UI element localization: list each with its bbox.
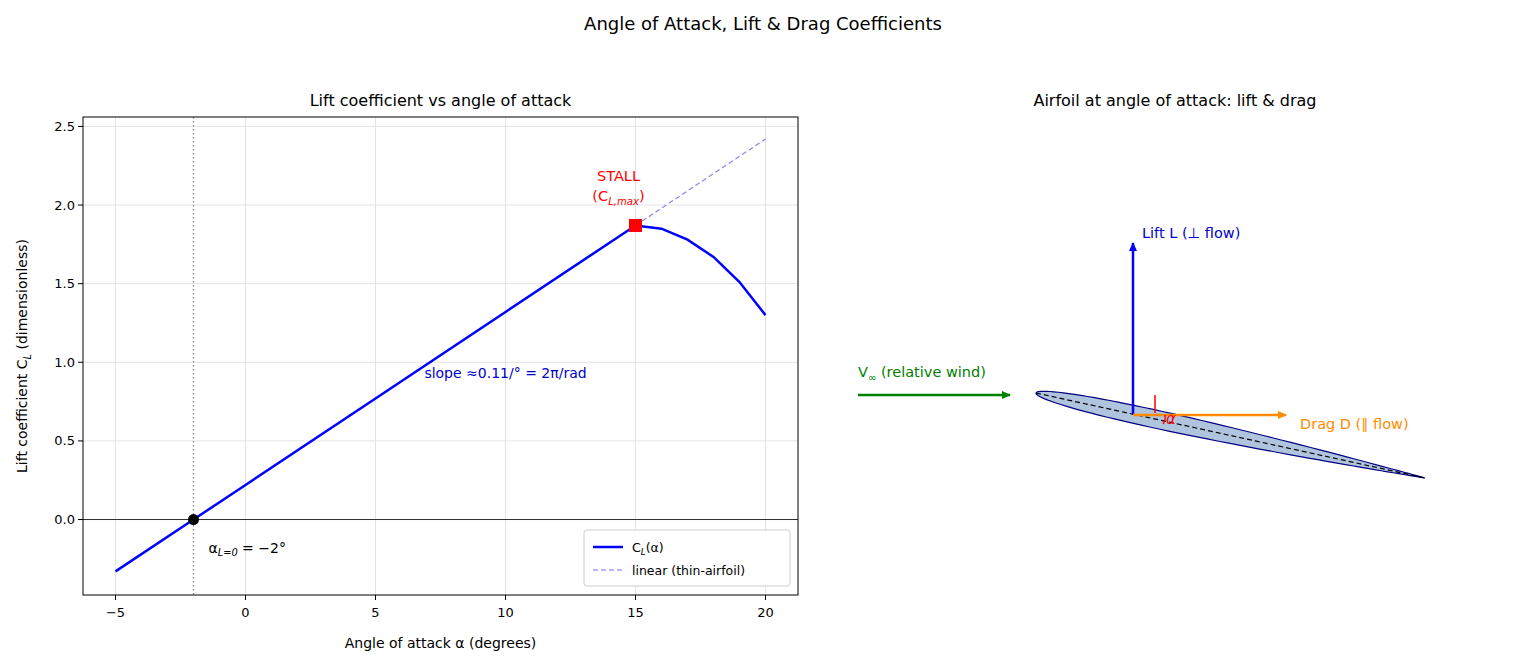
airfoil bbox=[1036, 391, 1425, 478]
tick bbox=[78, 283, 83, 284]
wind-label-suffix: (relative wind) bbox=[876, 364, 986, 380]
stall-label: STALL bbox=[597, 168, 640, 184]
zero-lift-label: αL=0 = −2° bbox=[209, 540, 286, 559]
tick bbox=[78, 205, 83, 206]
series-line bbox=[116, 225, 766, 571]
y-tick-label: 2.0 bbox=[54, 198, 75, 213]
y-tick-label: 2.5 bbox=[54, 119, 75, 134]
legend-swatch bbox=[593, 546, 623, 549]
chord-line bbox=[1036, 393, 1425, 478]
y-tick-label: 0.5 bbox=[54, 433, 75, 448]
chart-title: Lift coefficient vs angle of attack bbox=[310, 91, 572, 110]
drag-label: Drag D (∥ flow) bbox=[1300, 416, 1409, 433]
x-tick-label: 15 bbox=[627, 605, 644, 620]
grid-line bbox=[83, 440, 798, 441]
x-tick-label: 20 bbox=[757, 605, 774, 620]
legend-label: CL(α) bbox=[632, 540, 664, 557]
plot-area bbox=[83, 117, 798, 595]
figure: Angle of Attack, Lift & Drag Coefficient… bbox=[0, 0, 1526, 667]
tick bbox=[78, 519, 83, 520]
grid bbox=[83, 117, 798, 595]
tick bbox=[78, 362, 83, 363]
y-tick-label: 0.0 bbox=[54, 512, 75, 527]
tick bbox=[78, 126, 83, 127]
plot-frame bbox=[83, 117, 798, 595]
zero-lift-label-prefix: α bbox=[209, 540, 218, 556]
wind-arrow bbox=[858, 394, 1010, 397]
stall-marker bbox=[629, 219, 642, 232]
x-tick-label: 10 bbox=[497, 605, 514, 620]
tick bbox=[78, 440, 83, 441]
alpha-tick bbox=[1154, 395, 1156, 413]
zero-lift-label-sub: L=0 bbox=[218, 547, 238, 558]
grid-line bbox=[83, 362, 798, 363]
x-tick-label: 5 bbox=[371, 605, 379, 620]
tick bbox=[765, 595, 766, 600]
legend-label-prefix: C bbox=[632, 540, 641, 555]
tick bbox=[115, 595, 116, 600]
alpha-label: α bbox=[1166, 410, 1176, 428]
y-tick-label: 1.5 bbox=[54, 276, 75, 291]
stall-detail-prefix: (C bbox=[592, 188, 608, 204]
grid-line bbox=[115, 117, 116, 595]
grid-line bbox=[83, 283, 798, 284]
legend-label-suffix: (α) bbox=[646, 540, 664, 555]
y-axis-title-suffix: (dimensionless) bbox=[14, 239, 30, 354]
wind-label-sub: ∞ bbox=[868, 372, 876, 383]
grid-line bbox=[375, 117, 376, 595]
grid-line bbox=[83, 205, 798, 206]
wind-label-prefix: V bbox=[858, 364, 868, 380]
legend-swatch bbox=[593, 569, 623, 570]
stall-detail-suffix: ) bbox=[639, 188, 645, 204]
zero-lift-label-suffix: = −2° bbox=[238, 540, 286, 556]
x-axis-title: Angle of attack α (degrees) bbox=[345, 635, 537, 651]
slope-label: slope ≈0.11/° = 2π/rad bbox=[424, 365, 586, 381]
tick bbox=[505, 595, 506, 600]
drag-arrow bbox=[1133, 414, 1286, 417]
suptitle: Angle of Attack, Lift & Drag Coefficient… bbox=[584, 13, 942, 34]
stall-detail-sub: L,max bbox=[608, 196, 640, 207]
legend-label: linear (thin-airfoil) bbox=[632, 563, 745, 578]
series-line bbox=[636, 139, 766, 225]
legend-box bbox=[584, 530, 790, 586]
stall-detail: (CL,max) bbox=[592, 188, 644, 207]
legend: CL(α) linear (thin-airfoil) bbox=[584, 530, 790, 586]
grid-line bbox=[505, 117, 506, 595]
y-axis-title: Lift coefficient CL (dimensionless) bbox=[14, 239, 33, 473]
diagram-title: Airfoil at angle of attack: lift & drag bbox=[1033, 91, 1316, 110]
lift-label: Lift L (⊥ flow) bbox=[1142, 225, 1240, 241]
tick bbox=[635, 595, 636, 600]
grid-line bbox=[765, 117, 766, 595]
grid-line bbox=[635, 117, 636, 595]
grid-line bbox=[245, 117, 246, 595]
zero-lift-marker bbox=[188, 514, 199, 525]
x-tick-label: −5 bbox=[106, 605, 125, 620]
y-tick-label: 1.0 bbox=[54, 355, 75, 370]
tick bbox=[245, 595, 246, 600]
wind-label: V∞ (relative wind) bbox=[858, 364, 986, 383]
alpha-arc bbox=[1163, 415, 1165, 424]
lift-arrow bbox=[1132, 243, 1135, 414]
y-axis-title-prefix: Lift coefficient C bbox=[14, 359, 30, 473]
grid-line bbox=[83, 126, 798, 127]
x-tick-label: 0 bbox=[241, 605, 249, 620]
tick bbox=[375, 595, 376, 600]
